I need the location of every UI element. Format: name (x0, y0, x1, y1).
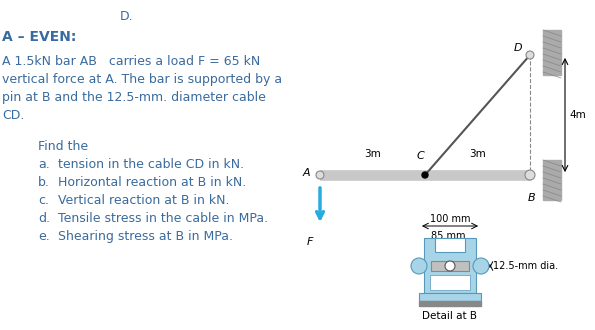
Bar (543, 30, 561, 75)
Circle shape (422, 172, 428, 178)
Bar (419, 301, 481, 306)
Text: b.: b. (38, 176, 50, 189)
Text: A 1.5kN bar AB   carries a load F = 65 kN
vertical force at A. The bar is suppor: A 1.5kN bar AB carries a load F = 65 kN … (2, 55, 282, 122)
Text: C: C (416, 151, 424, 161)
Circle shape (473, 258, 489, 274)
Circle shape (525, 170, 535, 180)
Circle shape (445, 261, 455, 271)
Bar (320, 170, 530, 180)
Text: A: A (302, 168, 310, 178)
Bar (424, 238, 476, 293)
Text: Find the: Find the (38, 140, 88, 153)
Circle shape (316, 171, 324, 179)
Text: a.: a. (38, 158, 50, 171)
Text: tension in the cable CD in kN.: tension in the cable CD in kN. (58, 158, 244, 171)
Bar (431, 261, 469, 271)
Bar (435, 238, 465, 252)
Text: Tensile stress in the cable in MPa.: Tensile stress in the cable in MPa. (58, 212, 268, 225)
Text: d.: d. (38, 212, 50, 225)
Text: 85 mm: 85 mm (431, 231, 465, 241)
Text: c.: c. (38, 194, 49, 207)
Text: B: B (528, 193, 536, 203)
Circle shape (411, 258, 427, 274)
Text: F: F (307, 237, 313, 247)
Text: 100 mm: 100 mm (430, 214, 470, 224)
Bar (430, 275, 470, 290)
Text: 3m: 3m (469, 149, 486, 159)
Text: 12.5-mm dia.: 12.5-mm dia. (493, 261, 558, 271)
Text: A – EVEN:: A – EVEN: (2, 30, 76, 44)
Text: Horizontal reaction at B in kN.: Horizontal reaction at B in kN. (58, 176, 246, 189)
Text: 3m: 3m (364, 149, 381, 159)
Text: e.: e. (38, 230, 50, 243)
Text: D: D (513, 43, 522, 53)
Bar (543, 160, 561, 200)
Text: Detail at B: Detail at B (422, 311, 478, 321)
Text: Shearing stress at B in MPa.: Shearing stress at B in MPa. (58, 230, 233, 243)
Text: Vertical reaction at B in kN.: Vertical reaction at B in kN. (58, 194, 230, 207)
Bar (419, 293, 481, 301)
Circle shape (526, 51, 534, 59)
Text: 4m: 4m (569, 110, 585, 120)
Text: D.: D. (120, 10, 134, 23)
